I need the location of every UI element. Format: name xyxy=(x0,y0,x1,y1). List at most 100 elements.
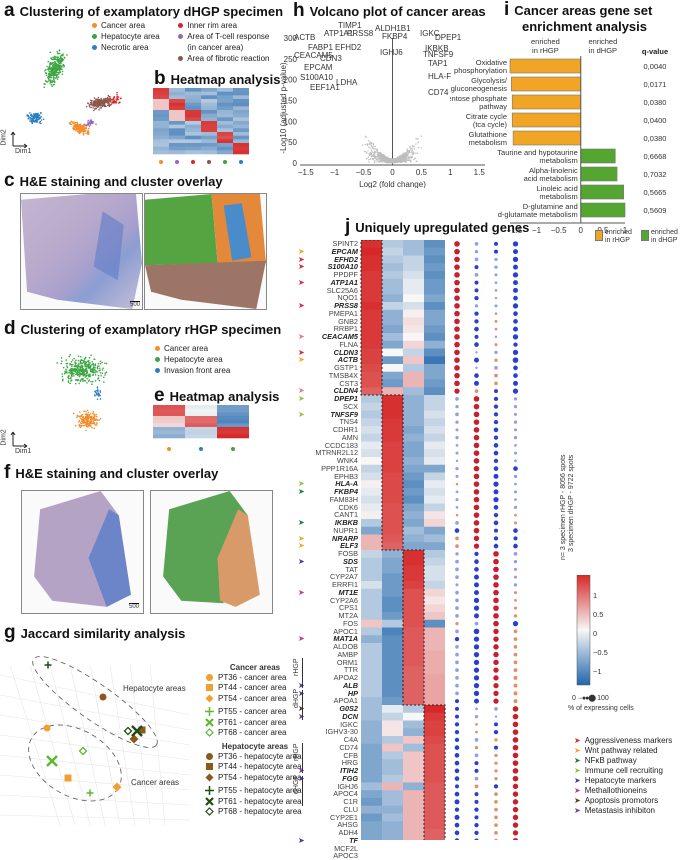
heatmap-cell xyxy=(403,705,424,714)
umap-point xyxy=(111,99,114,101)
dot-plot-point xyxy=(474,807,479,812)
heatmap-cell xyxy=(403,294,424,303)
heatmap-cell xyxy=(424,441,445,450)
heatmap-cell xyxy=(361,736,382,745)
umap-point xyxy=(47,68,49,71)
heatmap-cell xyxy=(382,821,403,830)
umap-point xyxy=(94,99,96,102)
dot-plot-point xyxy=(494,281,498,284)
umap-point xyxy=(84,356,87,359)
heatmap-cell xyxy=(201,146,217,151)
volcano-point xyxy=(380,154,383,157)
heatmap-cell xyxy=(424,317,445,326)
category-arrow-icon: ➤ xyxy=(298,766,305,775)
dot-plot-point xyxy=(474,822,479,828)
dot-plot-point xyxy=(513,474,518,479)
umap-point xyxy=(54,77,57,79)
volcano-point xyxy=(364,150,367,153)
volcano-point xyxy=(420,135,423,137)
umap-point xyxy=(53,60,56,63)
umap-point xyxy=(100,375,103,377)
category-label: D-glutamine and xyxy=(523,202,578,211)
category-label: pathway xyxy=(479,102,507,111)
heatmap-cell xyxy=(185,106,201,111)
grid-line xyxy=(0,814,191,821)
column-header: enriched xyxy=(531,37,560,46)
dot-plot-point xyxy=(512,334,519,340)
marker-diamond-open xyxy=(78,746,88,756)
heatmap-cell xyxy=(361,689,382,698)
dot-plot-point xyxy=(474,342,479,347)
dot-plot-point xyxy=(455,714,459,719)
category-arrow-icon: ➤ xyxy=(298,541,305,551)
heatmap-cell xyxy=(382,511,403,520)
umap-point xyxy=(84,416,87,419)
umap-point xyxy=(54,58,57,61)
volcano-point xyxy=(406,148,408,150)
heatmap-cell xyxy=(424,480,445,489)
umap-point xyxy=(101,105,103,108)
gene-label: GNB2 xyxy=(338,316,358,326)
legend-item: PT36 - cancer area xyxy=(205,672,305,683)
heatmap-cell xyxy=(169,150,185,155)
umap-point xyxy=(91,363,93,366)
qvalue-label: 0,0171 xyxy=(644,80,667,89)
volcano-point xyxy=(386,159,388,161)
dot-plot-point xyxy=(475,730,478,734)
umap-point xyxy=(80,422,83,425)
heatmap-cell xyxy=(403,712,424,721)
umap-point xyxy=(68,375,70,377)
dot-plot-point xyxy=(494,381,498,386)
dot-plot-point xyxy=(454,264,460,270)
umap-point xyxy=(88,125,91,128)
umap-point xyxy=(52,61,54,64)
umap-point xyxy=(94,368,96,370)
gene-label: FOSB xyxy=(338,549,358,558)
dot-plot-point xyxy=(473,504,480,511)
arrow-icon: ➤ xyxy=(574,765,581,775)
dot-plot-point xyxy=(513,380,518,386)
heatmap-cell xyxy=(361,612,382,621)
heatmap-cell xyxy=(233,106,249,111)
dot-plot-point xyxy=(454,729,460,735)
umap-point xyxy=(84,364,86,366)
dot-plot-point xyxy=(454,830,460,836)
umap-point xyxy=(104,374,106,376)
dot-plot-point xyxy=(494,241,498,246)
arrow-legend-item: ➤ NFκB pathway xyxy=(574,755,672,765)
volcano-point xyxy=(412,151,415,153)
umap-point xyxy=(99,371,102,374)
volcano-point xyxy=(413,147,415,150)
heatmap-cell xyxy=(403,643,424,652)
qvalue-label: 0,0380 xyxy=(644,134,667,143)
volcano-point xyxy=(367,143,369,146)
annot-cancer-areas: Cancer areas xyxy=(131,778,180,787)
umap-point xyxy=(52,65,55,68)
heatmap-cell xyxy=(382,449,403,458)
volcano-point xyxy=(401,157,404,160)
umap-point xyxy=(60,362,63,365)
dot-plot-point xyxy=(454,838,460,840)
umap-point xyxy=(78,382,81,385)
gene-label: PRSS8 xyxy=(334,301,358,310)
heatmap-cell xyxy=(382,666,403,675)
heatmap-cell xyxy=(424,813,445,822)
umap-point xyxy=(88,359,90,362)
dot-plot-point xyxy=(493,481,499,487)
category-arrow-icon: ➤ xyxy=(298,533,305,543)
umap-point xyxy=(92,371,94,373)
scale-bar: 500 xyxy=(129,301,140,308)
heatmap-cell xyxy=(169,124,185,129)
gene-label: NQO1 xyxy=(337,293,358,303)
dot-plot-point xyxy=(455,490,459,494)
dot-plot-point xyxy=(493,520,499,526)
category-arrow-icon: ➤ xyxy=(298,246,305,256)
heatmap-cell xyxy=(424,263,445,272)
heatmap-cell xyxy=(361,294,382,303)
volcano-point xyxy=(403,155,405,157)
dot-plot-point xyxy=(493,582,499,588)
gene-label: CST3 xyxy=(339,378,358,388)
umap-point xyxy=(35,119,37,121)
dot-plot-point xyxy=(493,620,499,627)
volcano-point xyxy=(376,153,379,155)
